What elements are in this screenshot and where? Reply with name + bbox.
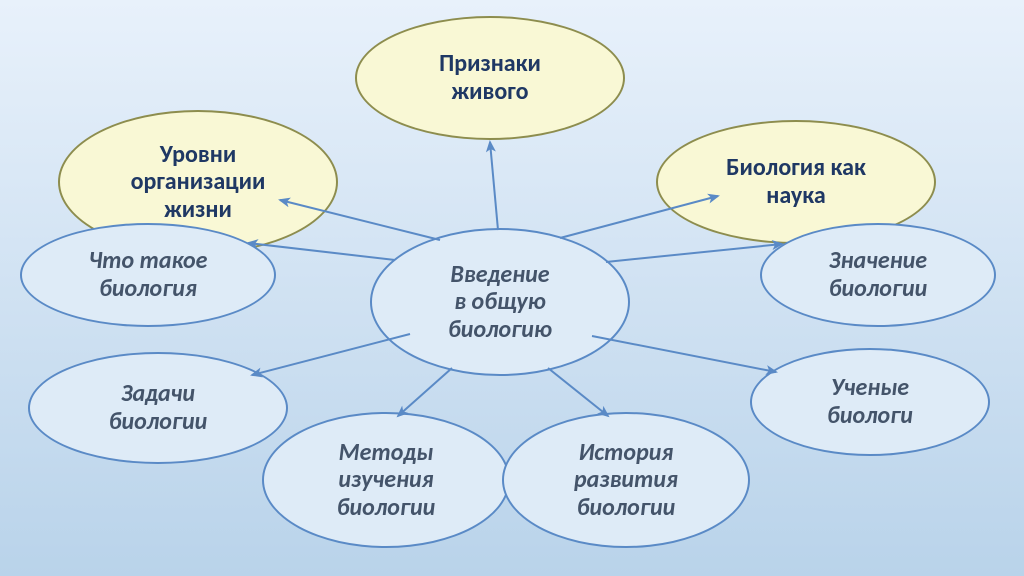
node-methods: Методы изучения биологии xyxy=(262,412,510,548)
node-history: История развития биологии xyxy=(502,412,750,548)
concept-map-canvas: Признаки живогоУровни организации жизниБ… xyxy=(0,0,1024,576)
node-meaning: Значение биологии xyxy=(760,223,996,327)
node-what: Что такое биология xyxy=(20,223,276,327)
node-tasks: Задачи биологии xyxy=(28,352,288,464)
node-signs: Признаки живого xyxy=(355,16,625,140)
node-intro: Введение в общую биологию xyxy=(370,228,630,376)
node-scientists: Ученые биологи xyxy=(750,348,990,456)
edge-intro-to-what xyxy=(248,243,395,260)
edge-intro-to-signs xyxy=(490,142,498,230)
edge-intro-to-meaning xyxy=(606,244,782,262)
edge-intro-to-history xyxy=(548,368,608,416)
edge-intro-to-methods xyxy=(398,368,452,416)
edge-intro-to-tasks xyxy=(252,334,410,375)
edge-intro-to-scientists xyxy=(592,336,776,372)
